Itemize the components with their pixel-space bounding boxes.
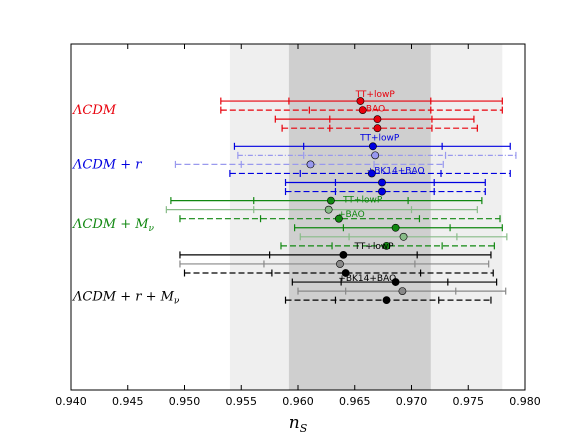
error-bar bbox=[165, 205, 478, 214]
x-tick-label: 0.940 bbox=[55, 395, 87, 408]
x-tick-label: 0.945 bbox=[112, 395, 144, 408]
group-label: ΛCDM + Mν bbox=[72, 217, 155, 234]
annotation-label: TT+lowP bbox=[342, 196, 383, 206]
error-bar bbox=[170, 196, 483, 205]
error-bars bbox=[165, 97, 517, 305]
central-value-point bbox=[382, 296, 391, 305]
error-bar bbox=[174, 160, 444, 169]
central-value-point bbox=[367, 169, 376, 178]
annotation-label: +BK14+BAO bbox=[338, 274, 396, 284]
central-value-point bbox=[382, 241, 391, 250]
error-bar bbox=[274, 115, 475, 124]
error-bar bbox=[293, 223, 503, 232]
error-bar bbox=[179, 250, 492, 259]
x-axis-label: nS bbox=[289, 413, 308, 435]
central-value-point bbox=[356, 97, 365, 105]
annotation-label: TT+lowP bbox=[353, 242, 394, 252]
error-bar bbox=[179, 260, 490, 268]
error-bar bbox=[281, 124, 478, 133]
error-bar bbox=[284, 187, 486, 196]
x-tick-label: 0.975 bbox=[453, 395, 485, 408]
x-tick-label: 0.970 bbox=[396, 395, 428, 408]
group-label: ΛCDM + r + Mν bbox=[72, 290, 180, 307]
error-bar bbox=[229, 169, 511, 178]
x-tick-label: 0.960 bbox=[282, 395, 314, 408]
central-value-point bbox=[378, 178, 386, 187]
central-value-point bbox=[373, 115, 382, 124]
annotation-label: TT+lowP bbox=[359, 134, 400, 144]
central-value-point bbox=[391, 278, 400, 286]
annotation-label: +BAO bbox=[338, 210, 365, 220]
error-bar bbox=[179, 214, 501, 223]
error-bar bbox=[284, 296, 492, 305]
error-bar bbox=[280, 241, 495, 250]
x-axis: 0.940 0.945 0.950 0.955 0.960 0.965 0.970 0.975… bbox=[55, 44, 541, 408]
group-label: ΛCDM + r bbox=[72, 157, 142, 172]
error-bar bbox=[284, 178, 486, 187]
annotations: TT+lowP +BAO TT+lowP +BK14+BAO TT+lowP +BAO TT… bbox=[338, 90, 425, 284]
central-value-point bbox=[371, 151, 380, 160]
error-bar bbox=[297, 287, 507, 295]
central-value-point bbox=[378, 187, 386, 196]
central-value-point bbox=[324, 205, 333, 214]
central-value-point bbox=[327, 196, 335, 205]
central-value-point bbox=[339, 250, 348, 259]
x-tick-label: 0.980 bbox=[509, 395, 541, 408]
central-value-point bbox=[334, 214, 343, 223]
error-bar bbox=[237, 151, 517, 160]
error-bar bbox=[233, 142, 511, 151]
error-bar bbox=[220, 97, 503, 105]
central-value-point bbox=[358, 106, 367, 114]
group-labels: ΛCDM ΛCDM + r ΛCDM + Mν ΛCDM + r + Mν bbox=[72, 103, 180, 306]
annotation-label: +BK14+BAO bbox=[367, 167, 425, 177]
central-value-point bbox=[341, 269, 350, 277]
central-value-point bbox=[399, 232, 408, 241]
error-bar bbox=[299, 232, 508, 241]
central-value-point bbox=[373, 124, 382, 133]
central-value-point bbox=[369, 142, 377, 151]
central-value-point bbox=[306, 160, 315, 169]
x-tick-label: 0.950 bbox=[169, 395, 201, 408]
error-bar bbox=[291, 278, 498, 286]
annotation-label: TT+lowP bbox=[355, 90, 396, 100]
error-bar bbox=[183, 269, 494, 277]
credible-bands bbox=[229, 44, 503, 390]
central-value-point bbox=[391, 223, 400, 232]
central-value-point bbox=[398, 287, 407, 295]
group-label: ΛCDM bbox=[72, 103, 117, 118]
central-value-point bbox=[336, 260, 344, 268]
error-bar bbox=[220, 106, 503, 114]
x-tick-label: 0.955 bbox=[226, 395, 258, 408]
x-tick-label: 0.965 bbox=[339, 395, 371, 408]
annotation-label: +BAO bbox=[358, 105, 385, 115]
